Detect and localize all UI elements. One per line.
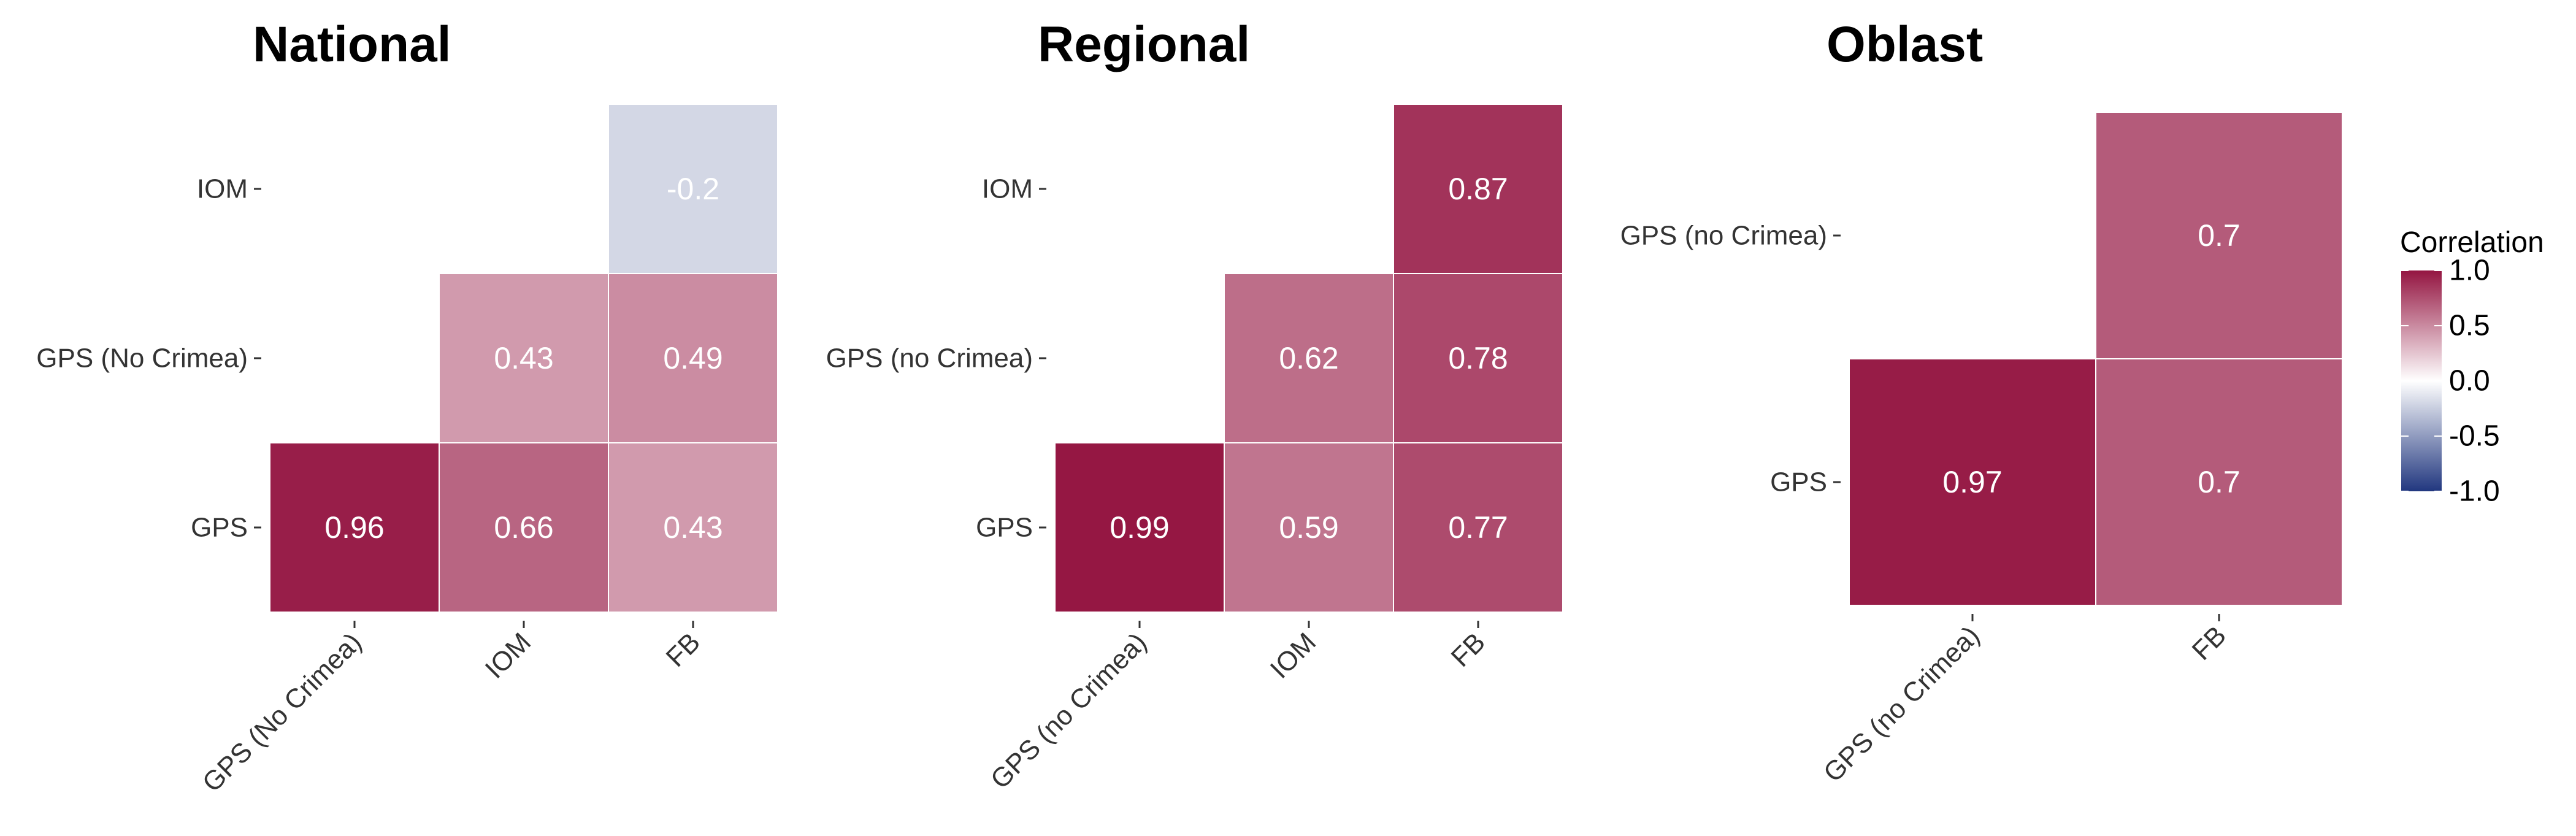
y-tick-label: IOM	[982, 174, 1033, 204]
cell-value-label: 0.77	[1448, 510, 1508, 545]
heatmap-cell	[439, 442, 609, 613]
cell-value-label: 0.59	[1279, 510, 1338, 545]
cell-value-label: 0.7	[2198, 218, 2241, 253]
cell-value-label: 0.7	[2198, 465, 2241, 499]
cell-value-label: 0.43	[663, 510, 723, 545]
heatmap-cell	[1393, 442, 1563, 613]
panel-title: Oblast	[1827, 17, 1983, 72]
y-tick-label: GPS	[191, 513, 248, 543]
heatmap-panel-3: Oblast 0.97 0.7 0.7 GPS GPS (no Crimea) GPS (n…	[1620, 17, 2343, 788]
panel-title: National	[253, 17, 451, 72]
cell-value-label: 0.87	[1448, 172, 1508, 206]
y-tick-label: GPS (No Crimea)	[36, 343, 248, 374]
y-tick-label: GPS	[976, 513, 1033, 543]
heatmap-cell	[1224, 273, 1394, 443]
heatmap-cell	[1054, 442, 1225, 613]
x-tick-label: GPS (no Crimea)	[1818, 620, 1985, 788]
panel-title: Regional	[1038, 17, 1250, 72]
legend-tick-label: -1.0	[2449, 475, 2500, 508]
cell-value-label: 0.96	[324, 510, 384, 545]
x-tick-label: FB	[1446, 627, 1491, 672]
x-tick-label: IOM	[1265, 627, 1322, 684]
x-tick-label: IOM	[480, 627, 537, 684]
legend-tick-label: 0.5	[2449, 310, 2490, 342]
heatmap-cell	[1224, 442, 1394, 613]
heatmap-cell	[439, 273, 609, 443]
legend-title: Correlation	[2400, 226, 2544, 259]
x-tick-label: FB	[661, 627, 706, 672]
cell-value-label: 0.49	[663, 341, 723, 375]
cell-value-label: 0.99	[1110, 510, 1169, 545]
cell-value-label: 0.62	[1279, 341, 1338, 375]
heatmap-cell	[608, 104, 778, 274]
y-tick-label: GPS (no Crimea)	[826, 343, 1033, 374]
cell-value-label: 0.43	[494, 341, 553, 375]
heatmap-panel-1: National 0.96 0.66 0.43 0.43 0.49 -0.2 GPS GPS (…	[36, 17, 778, 798]
heatmap-panel-2: Regional 0.99 0.59 0.77 0.62 0.78 0.87 GPS GPS (…	[826, 17, 1563, 795]
y-tick-label: IOM	[197, 174, 248, 204]
legend-tick-label: 1.0	[2449, 255, 2490, 287]
heatmap-cell	[269, 442, 440, 613]
cell-value-label: -0.2	[667, 172, 719, 206]
heatmap-cell	[2095, 358, 2343, 606]
heatmap-cell	[2095, 112, 2343, 359]
legend-tick-label: 0.0	[2449, 365, 2490, 397]
heatmap-cell	[1393, 273, 1563, 443]
cell-value-label: 0.78	[1448, 341, 1508, 375]
heatmap-cell	[1393, 104, 1563, 274]
y-tick-label: GPS (no Crimea)	[1620, 221, 1827, 251]
x-tick-label: GPS (no Crimea)	[985, 627, 1152, 794]
y-tick-label: GPS	[1770, 467, 1827, 497]
legend-tick-label: -0.5	[2449, 420, 2500, 453]
cell-value-label: 0.97	[1942, 465, 2002, 499]
heatmap-cell	[1849, 358, 2096, 606]
x-tick-label: GPS (No Crimea)	[197, 627, 367, 797]
heatmap-cell	[608, 273, 778, 443]
cell-value-label: 0.66	[494, 510, 553, 545]
x-tick-label: FB	[2187, 620, 2232, 665]
